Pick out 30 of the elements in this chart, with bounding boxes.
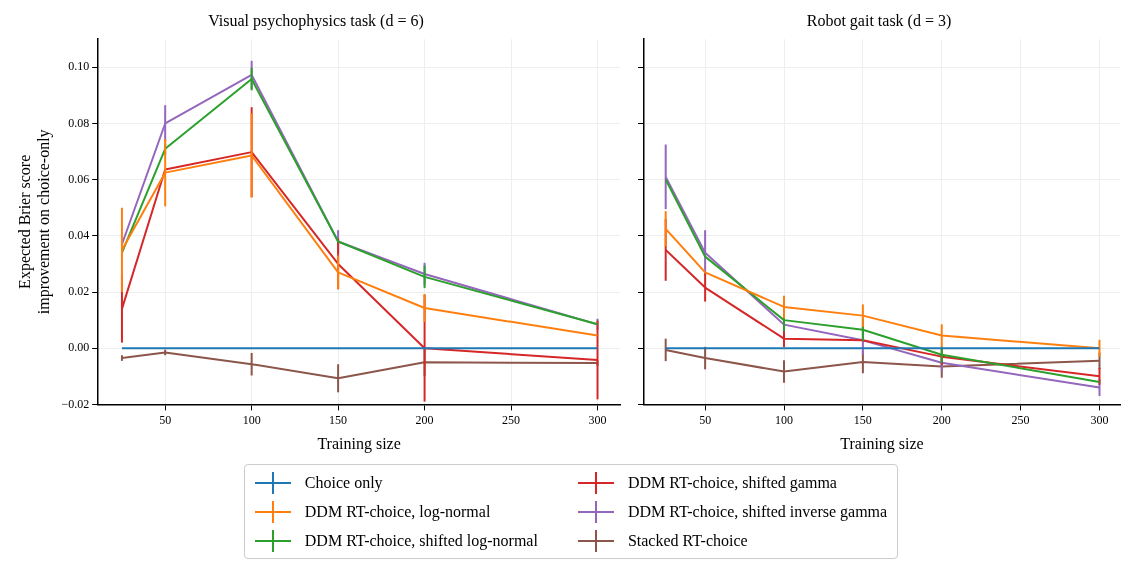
legend-label: DDM RT-choice, shifted gamma [627,473,837,492]
x-tick-label: 100 [775,412,793,427]
legend-label: DDM RT-choice, log-normal [304,502,491,521]
chart-title: Visual psychophysics task (d = 6) [208,11,424,30]
y-tick-label: 0.02 [68,284,90,299]
y-tick-label: 0.06 [68,171,90,186]
x-tick-label: 50 [159,412,172,427]
x-axis-title: Training size [840,434,924,453]
x-tick-label: 250 [502,412,521,427]
y-tick-label: 0.04 [68,228,90,242]
x-tick-label: 150 [853,412,872,427]
x-tick-label: 150 [329,412,348,427]
legend-label: Stacked RT-choice [627,531,748,550]
y-tick-label: 0.10 [68,59,90,74]
x-axis-title: Training size [317,434,401,453]
x-tick-label: 200 [415,412,434,427]
legend-label: Choice only [304,473,383,492]
y-tick-label: −0.02 [61,396,90,411]
y-tick-label: 0.08 [68,115,90,130]
legend-label: DDM RT-choice, shifted inverse gamma [627,502,888,521]
x-tick-label: 300 [1090,412,1109,427]
x-tick-label: 100 [242,412,261,427]
y-tick-label: 0.00 [68,340,90,355]
legend-label: DDM RT-choice, shifted log-normal [304,531,538,550]
chart-title: Robot gait task (d = 3) [806,11,952,30]
x-tick-label: 200 [932,412,951,427]
x-tick-label: 50 [699,412,712,427]
y-axis-title: Expected Brier score improvement on choice-only [15,129,53,315]
x-tick-label: 250 [1011,412,1030,427]
x-tick-label: 300 [588,412,607,427]
